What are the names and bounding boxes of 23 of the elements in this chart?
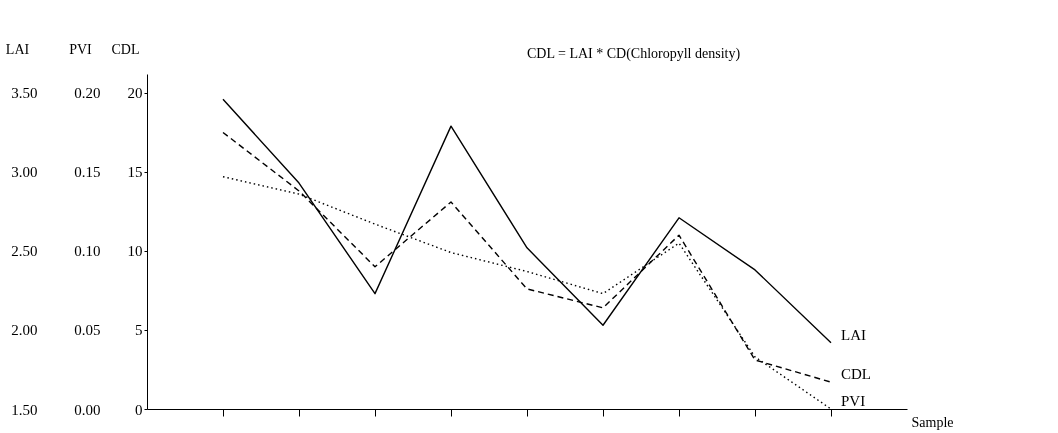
y2-axis-title: PVI: [69, 41, 93, 57]
series-label: CDL: [841, 366, 871, 383]
y3-tick-label: 1.50: [11, 401, 38, 418]
y-tick-label: 5: [135, 322, 143, 339]
series-label: LAI: [841, 326, 866, 343]
text: CDL = LAI * CD(Chloropyll density): [527, 46, 741, 62]
y3-tick-label: 3.00: [11, 164, 38, 181]
y3-tick-label: 3.50: [11, 85, 38, 102]
y2-tick-label: 0.15: [74, 164, 101, 181]
y-tick-label: 15: [127, 164, 143, 181]
y3-tick-label: 2.50: [11, 243, 38, 260]
y2-tick-label: 0.20: [74, 85, 101, 102]
y-axis-title: CDL: [111, 41, 140, 57]
y2-tick-label: 0.05: [74, 322, 101, 339]
y-tick-label: 0: [135, 401, 143, 418]
series-label: PVI: [841, 393, 866, 409]
x-axis-title: Sample: [911, 414, 954, 430]
y-tick-label: 20: [127, 85, 143, 102]
y3-axis-title: LAI: [5, 41, 30, 57]
y-tick-label: 10: [127, 243, 143, 260]
y2-tick-label: 0.10: [74, 243, 101, 260]
y3-tick-label: 2.00: [11, 322, 38, 339]
y2-tick-label: 0.00: [74, 401, 101, 418]
